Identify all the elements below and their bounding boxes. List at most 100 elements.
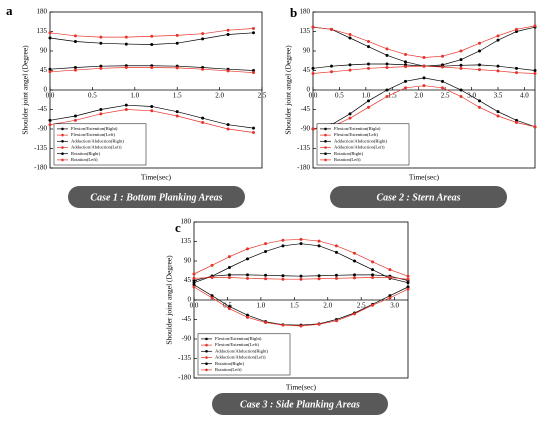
point <box>317 322 321 326</box>
point <box>201 67 205 71</box>
point <box>385 62 389 66</box>
point <box>264 321 268 325</box>
point <box>371 273 375 277</box>
point <box>330 27 333 31</box>
point <box>210 296 214 300</box>
x-tick-label: 1.5 <box>388 92 397 100</box>
y-tick-label: -135 <box>297 144 310 152</box>
point <box>404 65 407 69</box>
point <box>227 273 231 277</box>
y-tick-label: 180 <box>300 8 311 16</box>
series-line <box>49 32 254 45</box>
legend-marker <box>205 337 208 341</box>
point <box>48 118 52 122</box>
point <box>281 274 285 278</box>
point <box>99 66 103 70</box>
point <box>406 285 410 289</box>
point <box>478 105 481 109</box>
legend-marker <box>324 158 327 162</box>
point <box>252 130 256 134</box>
legend-label: Rotation(Right) <box>71 151 101 156</box>
point <box>201 32 205 36</box>
point <box>252 126 256 130</box>
x-tick-label: 1.5 <box>290 302 299 310</box>
point <box>227 275 231 279</box>
point <box>317 239 321 243</box>
x-tick-label: 0.0 <box>309 92 318 100</box>
point <box>227 305 231 308</box>
point <box>367 39 370 43</box>
y-tick-label: -90 <box>38 125 48 133</box>
point <box>73 65 77 69</box>
point <box>441 79 444 83</box>
x-tick-label: 3.0 <box>467 92 476 100</box>
point <box>226 33 230 37</box>
legend-marker <box>324 127 327 131</box>
point <box>515 121 518 124</box>
point <box>353 276 356 280</box>
legend-box <box>197 333 291 376</box>
point <box>73 114 77 118</box>
point <box>496 110 500 114</box>
point <box>246 315 249 319</box>
point <box>124 35 128 39</box>
x-tick-label: 3.5 <box>494 92 503 100</box>
point <box>367 99 370 103</box>
legend-marker <box>324 146 327 149</box>
point <box>192 276 196 280</box>
legend-marker <box>61 152 64 155</box>
legend-label: Addaction/Abduction(Left) <box>215 355 266 360</box>
y-tick-label: -90 <box>301 125 311 133</box>
legend-label: Flexion/Extention(Right) <box>215 336 262 341</box>
x-tick-label: 0.5 <box>88 92 97 100</box>
point <box>99 64 103 68</box>
point <box>388 296 392 300</box>
legend-label: Rotation(Left) <box>334 157 361 162</box>
point <box>210 275 214 279</box>
point <box>367 62 370 66</box>
point <box>422 84 426 88</box>
legend-label: Rotation(Right) <box>334 151 364 156</box>
y-tick-label: 90 <box>303 47 311 55</box>
point <box>192 283 196 287</box>
legend-label: Rotation(Right) <box>215 361 245 366</box>
point <box>201 37 205 41</box>
point <box>533 24 537 28</box>
point <box>192 281 196 285</box>
point <box>388 275 392 279</box>
series-line <box>193 286 409 327</box>
legend-label: Addaction/Abduction(Left) <box>334 145 385 150</box>
panel-label: b <box>290 5 297 20</box>
x-axis-label: Time(sec) <box>409 173 440 182</box>
point <box>252 69 256 72</box>
point <box>48 67 52 71</box>
point <box>371 260 375 264</box>
point <box>404 60 407 64</box>
legend-marker <box>61 158 64 162</box>
x-tick-label: 4.0 <box>520 92 529 100</box>
panel-label: c <box>175 220 181 235</box>
y-tick-label: 90 <box>40 47 48 55</box>
point <box>478 49 481 53</box>
point <box>353 273 356 277</box>
y-tick-label: -45 <box>182 315 192 323</box>
x-tick-label: 1.5 <box>173 92 182 100</box>
point <box>334 319 338 323</box>
point <box>175 114 179 118</box>
y-tick-label: -90 <box>182 335 192 343</box>
y-tick-label: 90 <box>184 257 192 265</box>
legend-label: Flexion/Extention(Left) <box>334 132 378 137</box>
point <box>459 58 463 62</box>
caption-box <box>330 186 507 208</box>
point <box>192 272 196 276</box>
point <box>226 123 230 127</box>
point <box>353 312 356 316</box>
point <box>441 54 444 58</box>
legend-label: Addaction/Abduction(Right) <box>215 348 269 353</box>
point <box>515 27 518 31</box>
point <box>150 104 154 108</box>
y-tick-label: 135 <box>37 27 48 35</box>
point <box>48 123 52 127</box>
